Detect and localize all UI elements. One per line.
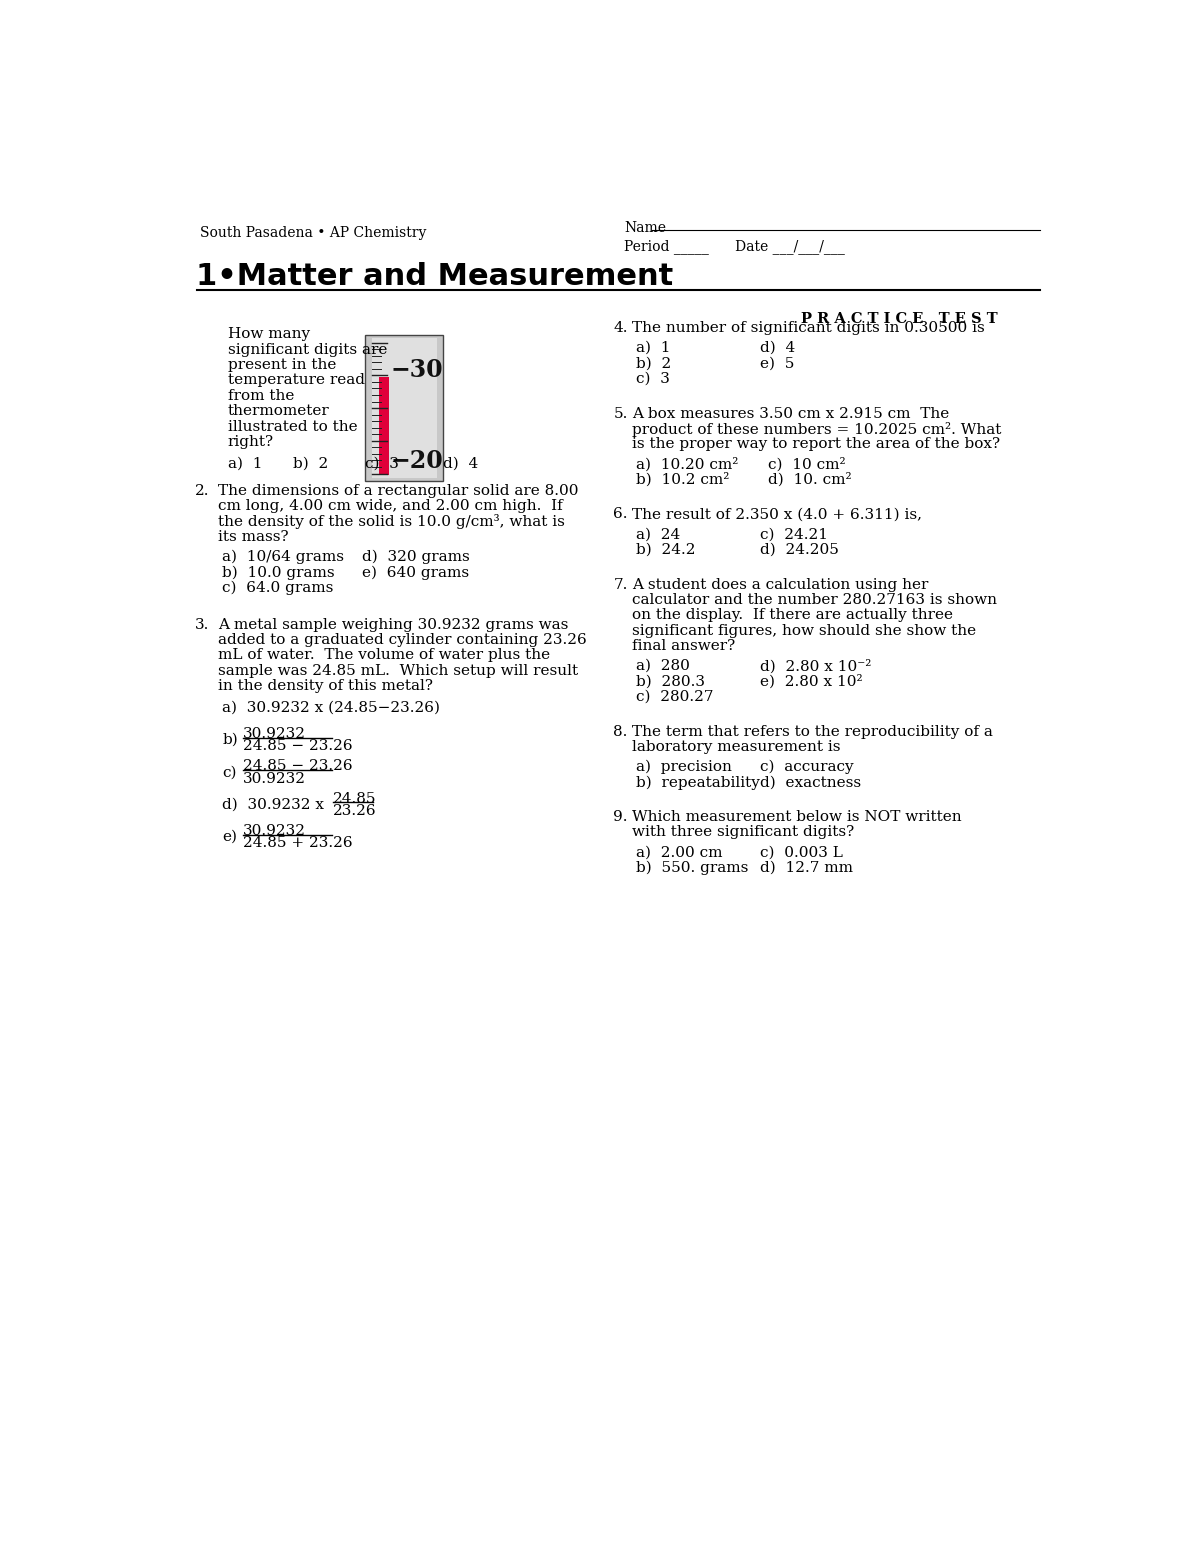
Text: d)  12.7 mm: d) 12.7 mm <box>760 860 853 874</box>
Text: significant digits are: significant digits are <box>228 343 386 357</box>
Text: a)  1: a) 1 <box>228 457 262 471</box>
Text: Which measurement below is NOT written: Which measurement below is NOT written <box>632 811 961 825</box>
Text: A metal sample weighing 30.9232 grams was: A metal sample weighing 30.9232 grams wa… <box>218 618 569 632</box>
Text: A student does a calculation using her: A student does a calculation using her <box>632 578 929 592</box>
Text: The number of significant digits in 0.30500 is: The number of significant digits in 0.30… <box>632 321 985 335</box>
Text: b)  2: b) 2 <box>293 457 329 471</box>
Text: significant figures, how should she show the: significant figures, how should she show… <box>632 624 976 638</box>
Text: cm long, 4.00 cm wide, and 2.00 cm high.  If: cm long, 4.00 cm wide, and 2.00 cm high.… <box>218 499 563 512</box>
Text: The result of 2.350 x (4.0 + 6.311) is,: The result of 2.350 x (4.0 + 6.311) is, <box>632 508 922 522</box>
Text: in the density of this metal?: in the density of this metal? <box>218 679 433 693</box>
Text: product of these numbers = 10.2025 cm². What: product of these numbers = 10.2025 cm². … <box>632 422 1002 436</box>
Text: 4.: 4. <box>613 321 628 335</box>
Text: d)  4: d) 4 <box>760 342 796 356</box>
Text: a)  10.20 cm²: a) 10.20 cm² <box>636 458 738 472</box>
Text: c)  3: c) 3 <box>366 457 400 471</box>
Text: final answer?: final answer? <box>632 640 736 654</box>
Text: d)  2.80 x 10⁻²: d) 2.80 x 10⁻² <box>760 658 871 674</box>
Text: b)  24.2: b) 24.2 <box>636 544 696 558</box>
Text: e)  640 grams: e) 640 grams <box>361 565 469 579</box>
Text: b)  550. grams: b) 550. grams <box>636 860 749 876</box>
Text: b)  10.2 cm²: b) 10.2 cm² <box>636 472 730 488</box>
Text: present in the: present in the <box>228 359 336 373</box>
Text: a)  1: a) 1 <box>636 342 671 356</box>
Text: b)  repeatability: b) repeatability <box>636 775 760 790</box>
Text: b)  280.3: b) 280.3 <box>636 674 704 688</box>
Text: c)  280.27: c) 280.27 <box>636 690 714 704</box>
Text: b)  2: b) 2 <box>636 357 671 371</box>
Text: d)  30.9232 x: d) 30.9232 x <box>222 798 324 812</box>
Text: A box measures 3.50 cm x 2.915 cm  The: A box measures 3.50 cm x 2.915 cm The <box>632 407 949 421</box>
Text: sample was 24.85 mL.  Which setup will result: sample was 24.85 mL. Which setup will re… <box>218 663 578 677</box>
Text: −30: −30 <box>390 359 443 382</box>
Text: 6.: 6. <box>613 508 628 522</box>
Text: d)  320 grams: d) 320 grams <box>361 550 469 564</box>
Text: 24.85 − 23.26: 24.85 − 23.26 <box>242 739 353 753</box>
Text: c)  64.0 grams: c) 64.0 grams <box>222 581 334 595</box>
Text: temperature read: temperature read <box>228 373 365 387</box>
Text: 24.85: 24.85 <box>332 792 377 806</box>
Text: 24.85 + 23.26: 24.85 + 23.26 <box>242 836 353 849</box>
Text: the density of the solid is 10.0 g/cm³, what is: the density of the solid is 10.0 g/cm³, … <box>218 514 565 530</box>
Text: a)  280: a) 280 <box>636 658 690 672</box>
Text: c)  0.003 L: c) 0.003 L <box>760 845 842 859</box>
Text: mL of water.  The volume of water plus the: mL of water. The volume of water plus th… <box>218 648 551 663</box>
Text: 5.: 5. <box>613 407 628 421</box>
Text: 24.85 − 23.26: 24.85 − 23.26 <box>242 759 353 773</box>
Text: its mass?: its mass? <box>218 530 289 544</box>
Text: a)  24: a) 24 <box>636 528 680 542</box>
Text: 7.: 7. <box>613 578 628 592</box>
Text: c)  accuracy: c) accuracy <box>760 759 853 775</box>
Text: added to a graduated cylinder containing 23.26: added to a graduated cylinder containing… <box>218 634 587 648</box>
Text: d)  24.205: d) 24.205 <box>760 544 839 558</box>
Text: a)  10/64 grams: a) 10/64 grams <box>222 550 344 564</box>
Text: right?: right? <box>228 435 274 449</box>
Text: 23.26: 23.26 <box>332 804 377 818</box>
Text: e)  2.80 x 10²: e) 2.80 x 10² <box>760 674 863 690</box>
Text: a)  30.9232 x (24.85−23.26): a) 30.9232 x (24.85−23.26) <box>222 700 440 714</box>
Text: illustrated to the: illustrated to the <box>228 419 358 433</box>
Text: South Pasadena • AP Chemistry: South Pasadena • AP Chemistry <box>200 227 427 241</box>
Text: 9.: 9. <box>613 811 628 825</box>
Text: The term that refers to the reproducibility of a: The term that refers to the reproducibil… <box>632 725 992 739</box>
Text: −20: −20 <box>390 449 443 474</box>
Text: a)  2.00 cm: a) 2.00 cm <box>636 845 722 859</box>
Text: d)  4: d) 4 <box>443 457 478 471</box>
Text: d)  10. cm²: d) 10. cm² <box>768 472 851 488</box>
Text: with three significant digits?: with three significant digits? <box>632 826 854 840</box>
Text: a)  precision: a) precision <box>636 759 732 775</box>
Bar <box>372 339 437 478</box>
Bar <box>379 377 390 475</box>
Text: 30.9232: 30.9232 <box>242 825 306 839</box>
Text: laboratory measurement is: laboratory measurement is <box>632 739 840 755</box>
Text: d)  exactness: d) exactness <box>760 775 862 789</box>
Text: Period _____      Date ___/___/___: Period _____ Date ___/___/___ <box>624 239 845 253</box>
Text: How many: How many <box>228 328 310 342</box>
Text: 3.: 3. <box>194 618 209 632</box>
Text: b): b) <box>222 733 238 747</box>
Bar <box>366 335 443 481</box>
Text: calculator and the number 280.27163 is shown: calculator and the number 280.27163 is s… <box>632 593 997 607</box>
Text: e): e) <box>222 831 238 845</box>
Text: is the proper way to report the area of the box?: is the proper way to report the area of … <box>632 438 1000 452</box>
Text: 1•Matter and Measurement: 1•Matter and Measurement <box>197 262 673 290</box>
Text: P R A C T I C E   T E S T: P R A C T I C E T E S T <box>802 312 997 326</box>
Text: from the: from the <box>228 388 294 402</box>
Text: 30.9232: 30.9232 <box>242 772 306 786</box>
Text: on the display.  If there are actually three: on the display. If there are actually th… <box>632 609 953 623</box>
Text: 30.9232: 30.9232 <box>242 727 306 741</box>
Text: e)  5: e) 5 <box>760 357 794 371</box>
Text: c)  10 cm²: c) 10 cm² <box>768 458 845 472</box>
Text: 8.: 8. <box>613 725 628 739</box>
Text: c)  3: c) 3 <box>636 371 670 387</box>
Text: b)  10.0 grams: b) 10.0 grams <box>222 565 335 579</box>
Text: c)  24.21: c) 24.21 <box>760 528 828 542</box>
Text: Name: Name <box>624 221 666 235</box>
Text: The dimensions of a rectangular solid are 8.00: The dimensions of a rectangular solid ar… <box>218 483 578 497</box>
Text: c): c) <box>222 766 236 780</box>
Text: 2.: 2. <box>194 483 210 497</box>
Text: thermometer: thermometer <box>228 404 329 418</box>
